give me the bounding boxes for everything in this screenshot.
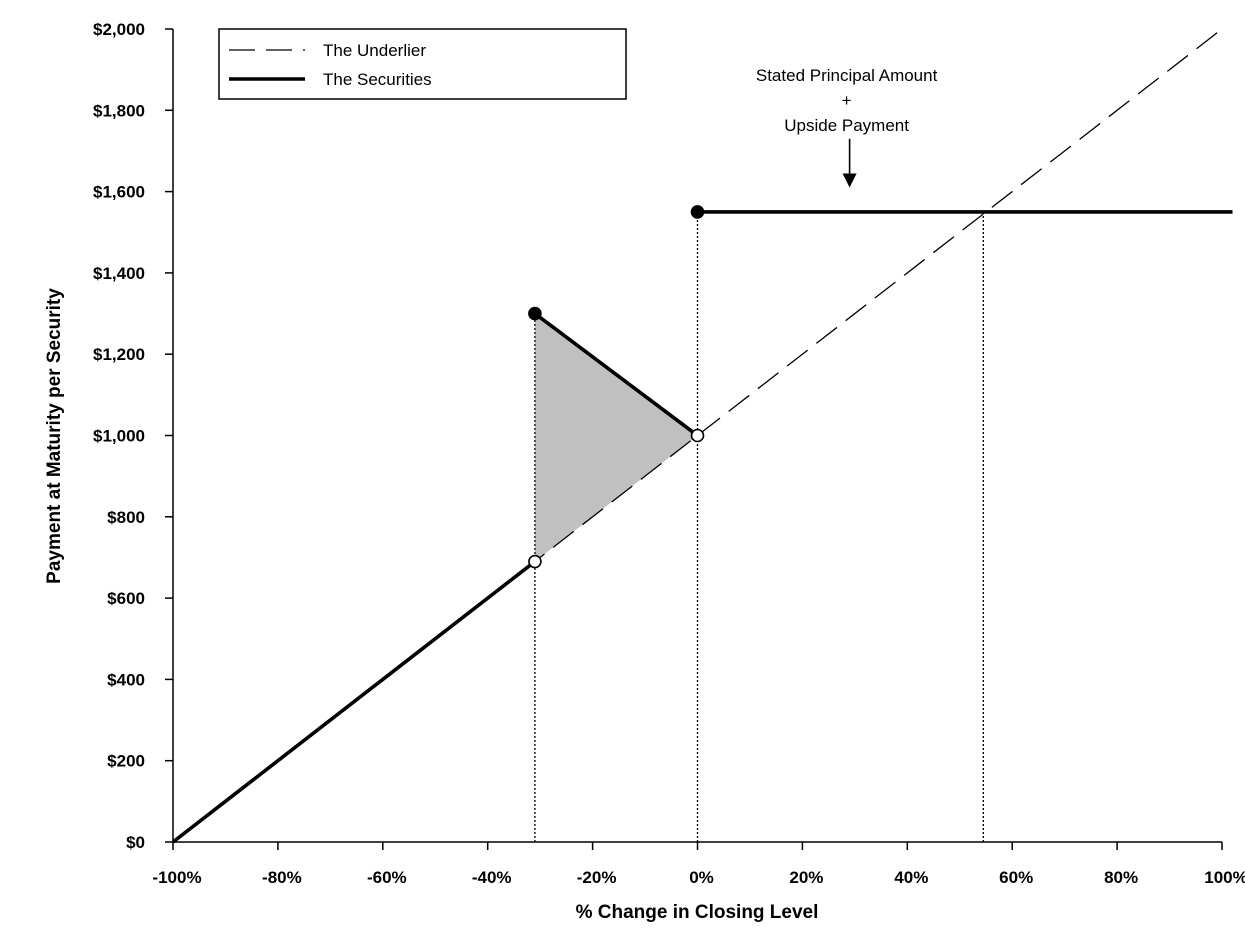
x-tick-label: 80% <box>1104 868 1138 887</box>
y-axis-title: Payment at Maturity per Security <box>44 288 65 584</box>
series-group <box>171 28 1233 844</box>
x-tick-label: -40% <box>472 868 512 887</box>
y-tick-label: $600 <box>107 589 145 608</box>
shaded-region <box>534 313 698 562</box>
y-tick-label: $800 <box>107 508 145 527</box>
series-securities-segment-1 <box>533 312 699 437</box>
y-tick-label: $200 <box>107 752 145 771</box>
y-tick-label: $2,000 <box>93 20 145 39</box>
y-tick-label: $400 <box>107 670 145 689</box>
annotation-line-1: + <box>842 91 852 110</box>
axes-group: $0 $200 $400 $600 $800 $1,000 $1,200 $1,400 $1,6… <box>93 20 1245 887</box>
x-axis-title: % Change in Closing Level <box>576 902 819 923</box>
y-tick-label: $1,000 <box>93 427 145 446</box>
x-tick-label: -20% <box>577 868 617 887</box>
filled-marker <box>528 306 542 321</box>
annotation-group: Stated Principal Amount + Upside Payment <box>756 66 938 188</box>
reference-lines-group <box>534 211 985 842</box>
series-securities-segment-0 <box>171 560 537 844</box>
x-tick-label: 40% <box>894 868 928 887</box>
x-tick-label: 20% <box>789 868 823 887</box>
y-tick-label: $1,800 <box>93 101 145 120</box>
legend-label: The Underlier <box>323 41 426 60</box>
annotation-line-0: Stated Principal Amount <box>756 66 938 85</box>
x-tick-label: 60% <box>999 868 1033 887</box>
y-tick-label: $1,200 <box>93 345 145 364</box>
x-tick-label: -100% <box>152 868 201 887</box>
legend-label: The Securities <box>323 70 432 89</box>
legend-box <box>218 28 627 100</box>
x-tick-label: -60% <box>367 868 407 887</box>
annotation-line-2: Upside Payment <box>784 116 909 135</box>
x-tick-label: 100% <box>1204 868 1245 887</box>
filled-marker <box>690 205 705 219</box>
annotation-arrow-head <box>842 173 857 188</box>
legend-group: The Underlier The Securities <box>218 28 627 100</box>
open-marker <box>528 554 542 569</box>
y-tick-label: $0 <box>126 833 145 852</box>
x-tick-label: 0% <box>689 868 714 887</box>
shaded-region-group <box>534 313 698 562</box>
y-tick-label: $1,600 <box>93 183 145 202</box>
markers-group <box>528 205 705 569</box>
y-tick-label: $1,400 <box>93 264 145 283</box>
x-tick-label: -80% <box>262 868 302 887</box>
open-marker <box>690 428 705 443</box>
